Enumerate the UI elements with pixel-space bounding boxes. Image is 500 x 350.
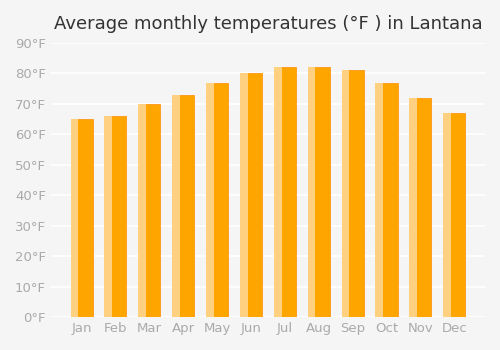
Bar (240, 74, 262, 317)
Bar (70, 119, 92, 317)
Bar (172, 95, 180, 317)
Bar (376, 83, 398, 317)
Bar (308, 67, 316, 317)
Bar (342, 70, 349, 317)
Bar (104, 116, 126, 317)
Bar (138, 104, 146, 317)
Bar (308, 67, 330, 317)
Bar (138, 104, 160, 317)
Bar (410, 98, 432, 317)
Bar (70, 119, 78, 317)
Bar (376, 83, 383, 317)
Bar (342, 70, 363, 317)
Bar (172, 95, 194, 317)
Bar (410, 98, 417, 317)
Bar (443, 113, 466, 317)
Bar (274, 67, 281, 317)
Bar (240, 74, 248, 317)
Bar (206, 83, 214, 317)
Bar (274, 67, 296, 317)
Bar (104, 116, 112, 317)
Bar (206, 83, 228, 317)
Bar (443, 113, 451, 317)
Title: Average monthly temperatures (°F ) in Lantana: Average monthly temperatures (°F ) in La… (54, 15, 482, 33)
